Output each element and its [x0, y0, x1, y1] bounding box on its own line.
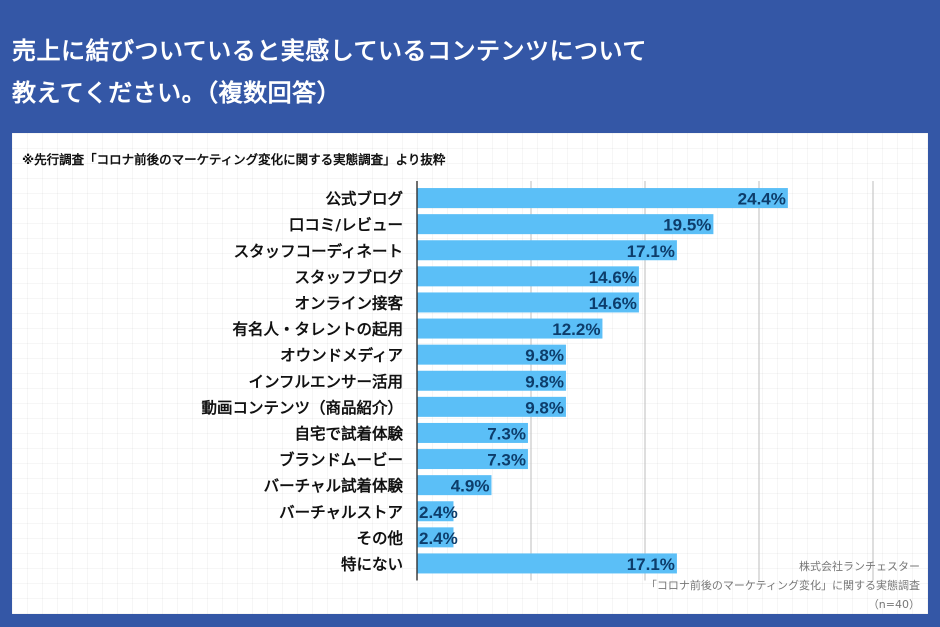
value-label-2: 17.1%: [627, 242, 675, 261]
value-label-5: 12.2%: [552, 320, 600, 339]
category-label-7: インフルエンサー活用: [248, 372, 403, 391]
value-label-7: 9.8%: [525, 372, 564, 391]
footer-company: 株式会社ランチェスター: [799, 560, 920, 573]
bar-11: [417, 475, 492, 496]
value-label-4: 14.6%: [589, 294, 637, 313]
category-label-14: 特にない: [341, 554, 403, 573]
bar-0: [417, 188, 788, 209]
bar-7: [417, 370, 566, 391]
value-label-10: 7.3%: [487, 451, 526, 470]
category-label-10: ブランドムービー: [279, 450, 403, 469]
value-label-3: 14.6%: [589, 268, 637, 287]
value-label-12: 2.4%: [419, 503, 458, 522]
source-note: ※先行調査「コロナ前後のマーケティング変化に関する実態調査」より抜粋: [22, 152, 446, 167]
category-label-6: オウンドメディア: [280, 346, 403, 365]
category-label-9: 自宅で試着体験: [294, 424, 403, 443]
category-label-11: バーチャル試着体験: [264, 476, 404, 495]
category-label-12: バーチャルストア: [279, 503, 403, 521]
bar-chart: 公式ブログ 24.4% 口コミ/レビュー 19.5% スタッフコーディネート 17.1% ス…: [201, 181, 874, 581]
chart-panel: ※先行調査「コロナ前後のマーケティング変化に関する実態調査」より抜粋 公式ブログ…: [12, 133, 928, 614]
value-label-14: 17.1%: [627, 555, 675, 574]
bar-9: [417, 422, 528, 443]
category-label-2: スタッフコーディネート: [234, 241, 403, 260]
category-label-1: 口コミ/レビュー: [289, 216, 403, 234]
category-label-8: 動画コンテンツ（商品紹介）: [201, 398, 403, 417]
bar-1: [417, 214, 714, 235]
value-label-11: 4.9%: [451, 477, 490, 496]
bar-3: [417, 266, 639, 287]
value-label-8: 9.8%: [525, 398, 564, 417]
chart-title-line-2: 教えてください。（複数回答）: [12, 79, 342, 107]
value-label-13: 2.4%: [419, 529, 458, 548]
bar-5: [417, 318, 603, 339]
bar-2: [417, 240, 677, 261]
bar-14: [417, 553, 677, 574]
bar-10: [417, 449, 528, 470]
bar-6: [417, 344, 566, 365]
category-label-5: 有名人・タレントの起用: [232, 320, 403, 339]
category-label-0: 公式ブログ: [325, 189, 403, 208]
value-label-6: 9.8%: [525, 346, 564, 365]
footer-sample-size: （n=40）: [867, 598, 920, 611]
chart-title: 売上に結びついていると実感しているコンテンツについて 教えてください。（複数回答…: [12, 30, 647, 114]
category-label-4: オンライン接客: [294, 293, 403, 312]
value-label-1: 19.5%: [663, 216, 711, 235]
bar-13: [417, 527, 454, 548]
bar-12: [417, 501, 454, 522]
value-label-0: 24.4%: [738, 190, 786, 209]
chart-title-line-1: 売上に結びついていると実感しているコンテンツについて: [12, 37, 647, 65]
category-label-3: スタッフブログ: [294, 267, 403, 286]
bar-4: [417, 292, 639, 313]
category-label-13: その他: [356, 528, 403, 547]
footer-survey: 「コロナ前後のマーケティング変化」に関する実態調査: [645, 579, 920, 592]
footer: 株式会社ランチェスター 「コロナ前後のマーケティング変化」に関する実態調査 （n…: [646, 557, 920, 614]
bar-8: [417, 396, 566, 417]
value-label-9: 7.3%: [487, 424, 526, 443]
